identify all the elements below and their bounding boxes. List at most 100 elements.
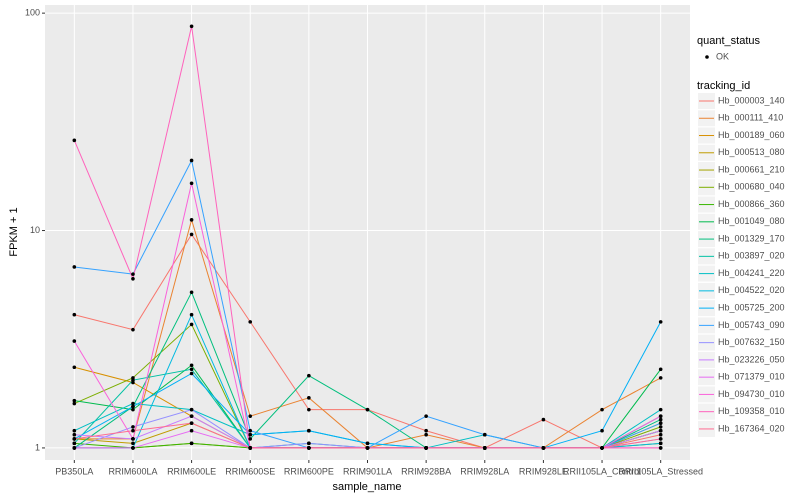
- legend-label: Hb_004522_020: [718, 285, 785, 295]
- data-point: [189, 322, 194, 327]
- data-point: [72, 398, 77, 403]
- legend-label: Hb_001049_080: [718, 216, 785, 226]
- x-axis-label: sample_name: [332, 481, 401, 493]
- data-point: [189, 414, 194, 418]
- data-point: [307, 407, 311, 412]
- legend-label: Hb_000661_210: [718, 164, 785, 174]
- data-point: [307, 396, 311, 400]
- data-point: [189, 290, 194, 295]
- data-point: [658, 367, 663, 372]
- data-point: [424, 414, 428, 418]
- data-point: [307, 446, 311, 450]
- data-point: [307, 373, 311, 378]
- data-point: [72, 428, 77, 433]
- legend-label: Hb_007632_150: [718, 337, 785, 347]
- data-point: [189, 218, 194, 222]
- data-point: [189, 428, 194, 433]
- point-legend-label: OK: [716, 51, 729, 61]
- data-point: [365, 407, 370, 412]
- data-point: [131, 401, 135, 406]
- data-point: [131, 425, 135, 429]
- legend-label: Hb_000189_060: [718, 130, 785, 140]
- data-point: [658, 407, 663, 412]
- y-tick-label: 1: [35, 442, 40, 452]
- data-point: [248, 432, 253, 437]
- x-tick-label: RRIM901LA: [343, 466, 392, 476]
- x-tick-label: RRIM600LA: [108, 466, 157, 476]
- legend-label: Hb_000866_360: [718, 199, 785, 209]
- data-point: [189, 232, 194, 237]
- legend-label: Hb_000513_080: [718, 147, 785, 157]
- data-point: [541, 446, 546, 450]
- data-point: [72, 312, 77, 317]
- legend-label: Hb_004241_220: [718, 268, 785, 278]
- data-point: [248, 428, 253, 433]
- data-point: [658, 446, 663, 450]
- data-point: [131, 327, 135, 332]
- data-point: [72, 138, 77, 143]
- data-point: [72, 365, 77, 370]
- data-point: [658, 376, 663, 380]
- data-point: [658, 417, 663, 422]
- data-point: [131, 404, 135, 409]
- data-point: [365, 446, 370, 450]
- data-point: [307, 441, 311, 446]
- data-point: [72, 446, 77, 450]
- data-point: [131, 428, 135, 433]
- y-axis-label: FPKM + 1: [8, 207, 20, 256]
- data-point: [424, 428, 428, 433]
- data-point: [482, 446, 487, 450]
- data-point: [248, 414, 253, 418]
- data-point: [131, 437, 135, 441]
- legend-label: Hb_003897_020: [718, 251, 785, 261]
- legend-label: Hb_000111_410: [718, 113, 783, 123]
- data-point: [131, 407, 135, 412]
- data-point: [189, 181, 194, 186]
- point-legend-title: quant_status: [697, 35, 760, 47]
- legend-label: Hb_167364_020: [718, 423, 785, 433]
- x-tick-label: RRII105LA_Control: [563, 466, 641, 476]
- data-point: [658, 432, 663, 437]
- data-point: [424, 446, 428, 450]
- y-tick-label: 10: [30, 225, 40, 235]
- data-point: [307, 428, 311, 433]
- data-point: [72, 401, 77, 406]
- data-point: [189, 407, 194, 412]
- data-point: [658, 425, 663, 429]
- x-tick-label: RRII105LA_Stressed: [618, 466, 703, 476]
- data-point: [600, 446, 604, 450]
- data-point: [424, 432, 428, 437]
- data-point: [189, 367, 194, 372]
- data-point: [482, 432, 487, 437]
- data-point: [189, 24, 194, 29]
- x-tick-label: RRIM928LE: [519, 466, 568, 476]
- data-point: [658, 437, 663, 441]
- legend-label: Hb_001329_170: [718, 233, 785, 243]
- data-point: [131, 441, 135, 446]
- legend-label: Hb_000680_040: [718, 182, 785, 192]
- data-point: [365, 441, 370, 446]
- data-point: [189, 421, 194, 425]
- legend-label: Hb_005743_090: [718, 320, 785, 330]
- x-tick-label: RRIM600LE: [167, 466, 216, 476]
- data-point: [131, 446, 135, 450]
- data-point: [189, 312, 194, 317]
- data-point: [600, 428, 604, 433]
- data-point: [658, 414, 663, 418]
- data-point: [131, 276, 135, 281]
- data-point: [72, 432, 77, 437]
- legend-label: Hb_023226_050: [718, 354, 785, 364]
- x-tick-label: RRIM928BA: [401, 466, 451, 476]
- legend-label: Hb_071379_010: [718, 372, 785, 382]
- legend-label: Hb_000003_140: [718, 95, 785, 105]
- x-tick-label: RRIM928LA: [460, 466, 509, 476]
- data-point: [189, 363, 194, 368]
- data-point: [72, 265, 77, 269]
- x-tick-label: RRIM600PE: [284, 466, 334, 476]
- data-point: [658, 421, 663, 425]
- legend-label: Hb_094730_010: [718, 389, 785, 399]
- data-point: [600, 407, 604, 412]
- x-tick-label: PB350LA: [55, 466, 93, 476]
- data-point: [189, 371, 194, 376]
